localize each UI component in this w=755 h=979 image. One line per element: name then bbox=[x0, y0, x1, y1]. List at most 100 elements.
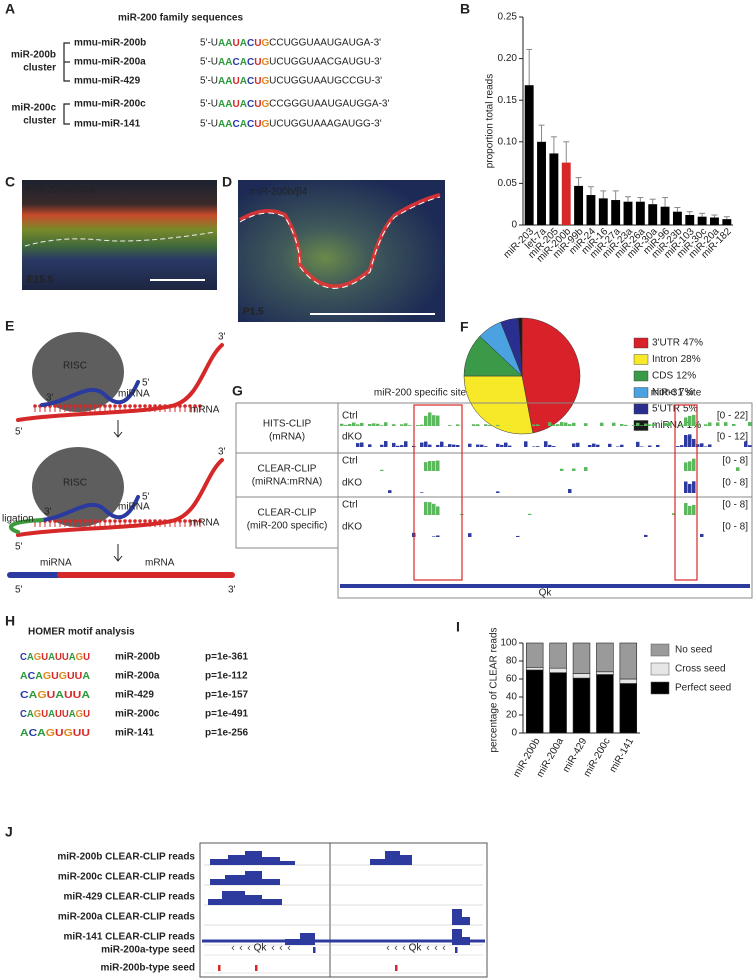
coverage bbox=[644, 423, 648, 426]
bar bbox=[549, 153, 559, 225]
panel-label: A bbox=[5, 1, 15, 17]
coverage bbox=[564, 422, 568, 426]
base: A bbox=[37, 728, 46, 739]
coverage bbox=[572, 422, 576, 426]
base: C bbox=[233, 57, 240, 68]
strand-arrow bbox=[434, 945, 438, 951]
coverage bbox=[384, 422, 388, 426]
seed: AACACUG bbox=[218, 57, 269, 68]
bar bbox=[660, 206, 670, 225]
coverage bbox=[432, 536, 436, 537]
base: A bbox=[225, 76, 232, 87]
coverage bbox=[676, 446, 680, 447]
coverage bbox=[708, 444, 712, 447]
bar-segment bbox=[525, 642, 544, 668]
base-dot bbox=[73, 404, 77, 408]
seed-site bbox=[395, 965, 398, 971]
track-name: Ctrl bbox=[342, 500, 358, 511]
base-dot bbox=[148, 404, 152, 408]
base: G bbox=[64, 728, 73, 739]
sequence: 5'-U bbox=[200, 76, 218, 87]
site-box bbox=[674, 404, 698, 581]
diagram-label: mRNA bbox=[145, 558, 175, 569]
mirna-name: miR-200c bbox=[115, 709, 160, 720]
base: A bbox=[240, 119, 247, 130]
coverage bbox=[262, 857, 280, 865]
coverage bbox=[692, 414, 696, 426]
base: U bbox=[62, 652, 69, 663]
base-dot bbox=[183, 519, 187, 523]
coverage bbox=[484, 446, 488, 447]
coverage bbox=[548, 422, 552, 426]
cluster-label: cluster bbox=[23, 116, 56, 127]
bar bbox=[598, 198, 608, 225]
base: A bbox=[20, 728, 29, 739]
base: U bbox=[254, 119, 261, 130]
coverage bbox=[496, 443, 500, 447]
base-dot bbox=[83, 404, 87, 408]
coverage bbox=[592, 443, 596, 447]
base: A bbox=[218, 38, 225, 49]
coverage bbox=[516, 535, 520, 537]
coverage bbox=[532, 424, 536, 426]
base: C bbox=[29, 728, 38, 739]
bar-segment bbox=[572, 673, 591, 679]
base-dot bbox=[138, 404, 142, 408]
base: G bbox=[261, 38, 269, 49]
base: G bbox=[76, 709, 84, 720]
base: G bbox=[37, 690, 47, 701]
coverage bbox=[400, 424, 404, 426]
coverage bbox=[700, 443, 704, 447]
seed-site bbox=[255, 965, 258, 971]
coverage bbox=[424, 441, 428, 447]
base-dot bbox=[123, 519, 127, 523]
value-label: 12% bbox=[676, 371, 696, 382]
coverage bbox=[476, 444, 480, 447]
value-label: 5% bbox=[683, 404, 698, 415]
diagram-label: 5' bbox=[15, 585, 23, 596]
coverage bbox=[448, 444, 452, 447]
base: U bbox=[55, 728, 64, 739]
base-dot bbox=[198, 404, 202, 408]
track-name: Ctrl bbox=[342, 411, 358, 422]
coverage bbox=[668, 422, 672, 426]
coverage bbox=[388, 490, 392, 493]
legend-swatch bbox=[633, 403, 649, 415]
coverage bbox=[340, 423, 344, 426]
track-range: [0 - 8] bbox=[722, 522, 748, 533]
base-dot bbox=[53, 404, 57, 408]
strand-arrow bbox=[287, 945, 291, 951]
base: U bbox=[254, 99, 261, 110]
coverage bbox=[736, 467, 740, 471]
coverage bbox=[280, 861, 295, 865]
boundary bbox=[239, 196, 441, 289]
base: U bbox=[55, 709, 62, 720]
base-dot bbox=[93, 519, 97, 523]
legend-swatch bbox=[650, 643, 670, 657]
strand-arrow bbox=[426, 945, 430, 951]
base: U bbox=[81, 728, 90, 739]
y-tick-label: 100 bbox=[500, 638, 517, 649]
coverage bbox=[692, 481, 696, 493]
track-range: [0 - 8] bbox=[722, 500, 748, 511]
base: A bbox=[225, 99, 232, 110]
coverage bbox=[644, 534, 648, 537]
coverage bbox=[404, 441, 408, 447]
bracket bbox=[63, 103, 70, 125]
coverage bbox=[552, 446, 556, 447]
base: C bbox=[247, 76, 254, 87]
coverage bbox=[624, 424, 628, 426]
base-dot bbox=[198, 519, 202, 523]
cluster-label: miR-200c bbox=[12, 103, 57, 114]
pie-slice bbox=[521, 317, 581, 434]
coverage bbox=[556, 424, 560, 426]
p-value: p=1e-157 bbox=[205, 690, 249, 701]
coverage bbox=[400, 855, 412, 865]
legend-swatch bbox=[633, 337, 649, 349]
sequence: CCUGGUAAUGAUGA-3' bbox=[269, 38, 381, 49]
strand bbox=[16, 343, 224, 422]
legend-label: No seed bbox=[675, 645, 712, 656]
group-label: HITS-CLIP bbox=[263, 419, 312, 430]
y-tick-label: 0 bbox=[511, 728, 517, 739]
motif-logo: CAGUAUUAGU bbox=[20, 652, 90, 663]
